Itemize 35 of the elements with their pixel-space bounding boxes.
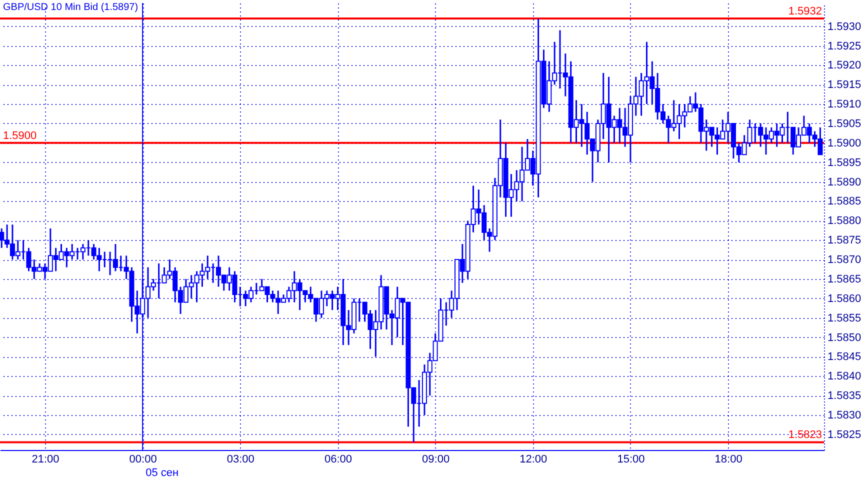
y-tick-label: 1.5825 [828, 428, 862, 441]
y-tick-label: 1.5910 [828, 98, 862, 111]
y-tick-label: 1.5895 [828, 156, 862, 169]
y-tick-label: 1.5880 [828, 215, 862, 228]
y-tick-label: 1.5830 [828, 410, 862, 422]
y-tick-label: 1.5865 [828, 273, 862, 286]
y-tick-label: 1.5920 [828, 60, 862, 72]
x-tick-label: 12:00 [520, 454, 548, 466]
y-tick-label: 1.5925 [828, 40, 862, 52]
x-tick-label: 21:00 [32, 454, 60, 466]
y-tick-label: 1.5905 [828, 118, 862, 130]
x-tick-label: 00:00 [129, 454, 157, 466]
ref-line-label: 1.5932 [788, 6, 822, 18]
y-tick-label: 1.5845 [828, 351, 862, 364]
ref-line-label: 1.5900 [3, 130, 37, 142]
y-tick-label: 1.5850 [828, 332, 862, 344]
y-tick-label: 1.5890 [828, 176, 862, 188]
x-tick-label: 09:00 [422, 454, 450, 466]
x-tick-label: 03:00 [226, 454, 254, 466]
y-tick-label: 1.5855 [828, 312, 862, 324]
y-tick-label: 1.5915 [828, 79, 862, 92]
y-tick-label: 1.5875 [828, 234, 862, 247]
y-tick-label: 1.5930 [828, 20, 862, 33]
y-tick-label: 1.5860 [828, 292, 862, 305]
ref-line-label: 05 сен [146, 467, 179, 479]
y-tick-label: 1.5835 [828, 390, 862, 402]
y-tick-label: 1.5870 [828, 254, 862, 266]
x-tick-label: 18:00 [714, 454, 742, 466]
y-tick-label: 1.5900 [828, 137, 862, 150]
x-tick-label: 06:00 [324, 454, 352, 466]
ref-line-label: 1.5823 [788, 429, 822, 442]
x-tick-label: 15:00 [617, 454, 645, 466]
y-tick-label: 1.5885 [828, 196, 862, 208]
chart-title: GBP/USD 10 Min Bid (1.5897) [3, 2, 138, 13]
y-tick-label: 1.5840 [828, 370, 862, 383]
